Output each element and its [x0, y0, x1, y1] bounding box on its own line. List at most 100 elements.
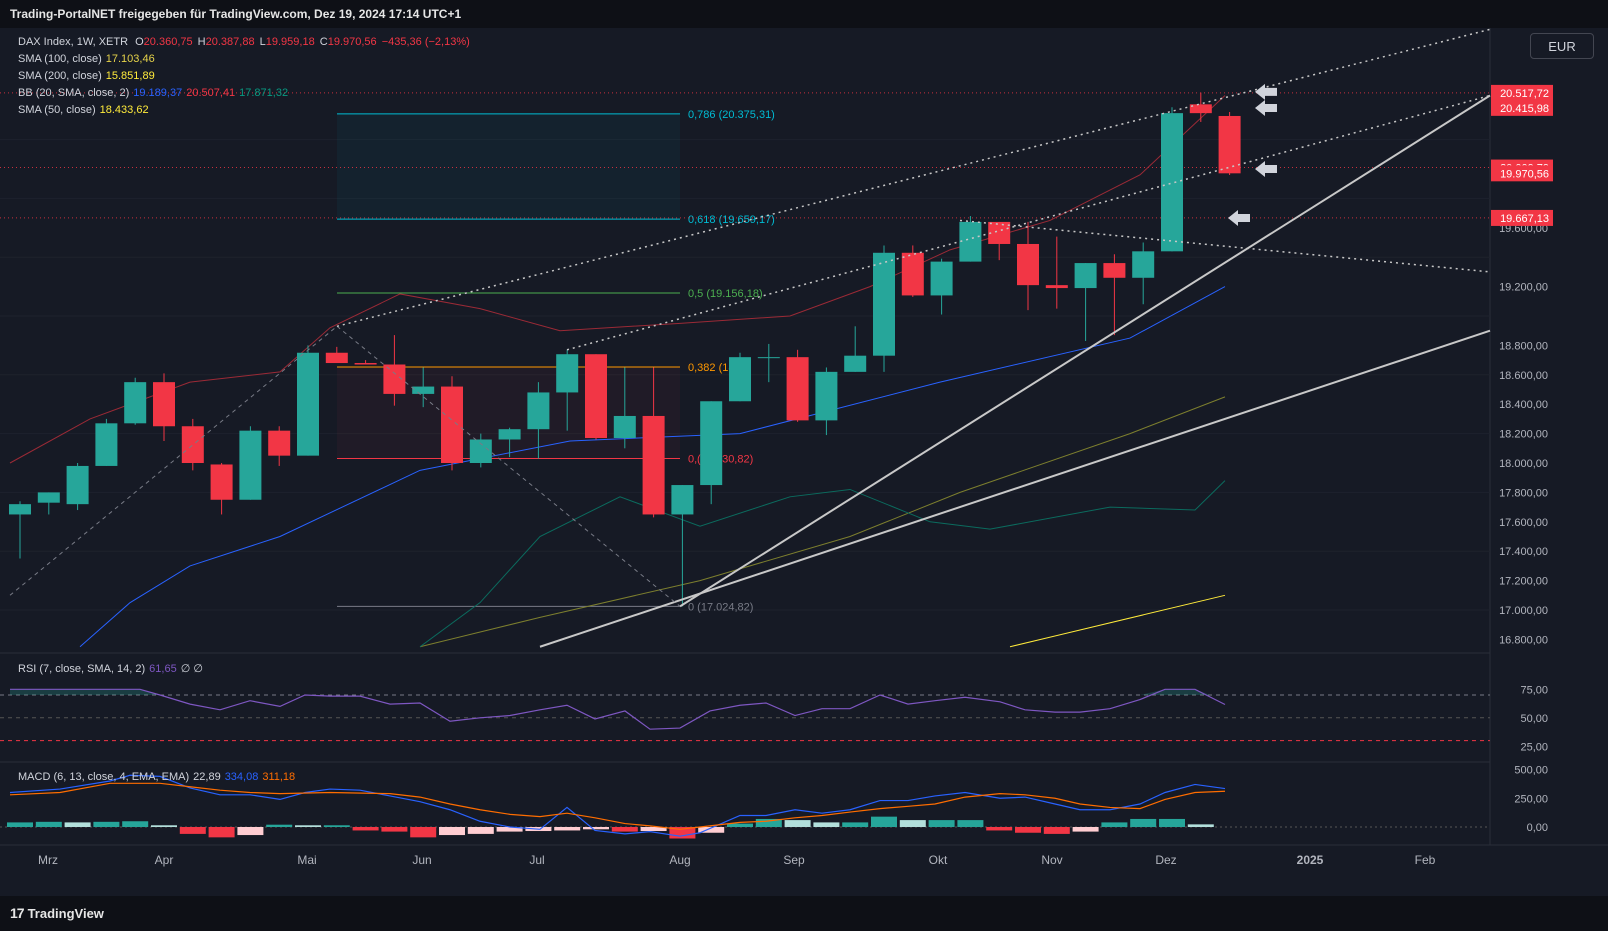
time-tick-label: Mrz [38, 853, 58, 867]
macd-histogram-bar [151, 825, 177, 827]
legend-change: −435,36 (−2,13%) [381, 36, 470, 48]
candle-body [297, 352, 319, 456]
macd-line [9, 774, 1226, 837]
macd-histogram-bar [381, 827, 408, 832]
price-tick-label: 17.800,00 [1499, 487, 1548, 499]
candle-body [959, 221, 982, 262]
macd-histogram-bar [295, 825, 321, 827]
macd-histogram-bar [640, 827, 667, 832]
macd-histogram-bar [1159, 818, 1185, 827]
macd-histogram-bar [1072, 827, 1099, 832]
macd-histogram-bar [957, 820, 984, 827]
candle-body [95, 423, 118, 466]
macd-histogram-bar [352, 827, 379, 831]
candle-body [556, 354, 579, 393]
macd-histogram-bar [755, 818, 782, 827]
candle-body [700, 401, 723, 486]
candle-body [239, 430, 262, 500]
candle-body [210, 464, 233, 500]
macd-histogram-bar [784, 820, 811, 827]
macd-histogram-bar [93, 821, 120, 827]
candle-body [1074, 263, 1097, 289]
footer-bar: 17 TradingView [0, 896, 1608, 931]
time-tick-label: Sep [783, 853, 805, 867]
macd-histogram-bar [467, 827, 494, 834]
candle-body [613, 415, 636, 439]
candle-body [1045, 285, 1068, 289]
rsi-overbought-fill [10, 689, 160, 695]
candle-body [729, 357, 751, 402]
macd-histogram-bar [7, 822, 33, 827]
macd-histogram-bar [899, 820, 926, 827]
macd-histogram-bar [842, 822, 869, 827]
trendline-steep [679, 94, 1491, 608]
macd-histogram-bar [410, 827, 437, 838]
tradingview-logo: 17 TradingView [10, 905, 104, 921]
price-tick-label: 18.800,00 [1499, 340, 1548, 352]
arrow-left-icon [1255, 83, 1277, 100]
macd-histogram-bar [554, 827, 581, 831]
legend-ohlc: DAX Index, 1W, XETR O20.360,75 H20.387,8… [18, 34, 474, 51]
candle-body [527, 392, 550, 430]
macd-histogram-bar [813, 822, 840, 827]
price-tick-label: 17.600,00 [1499, 517, 1548, 529]
bb-upper-line [9, 95, 1226, 464]
price-tick-label: 18.400,00 [1499, 399, 1548, 411]
candle-body [642, 415, 665, 515]
dotted-channel-upper [336, 28, 1491, 328]
fib-label: 0,786 (20.375,31) [688, 109, 775, 121]
macd-histogram-bar [583, 827, 609, 830]
arrow-left-icon [1255, 161, 1277, 177]
macd-histogram-bar [1187, 824, 1214, 827]
candle-body [37, 492, 60, 503]
candle-body [498, 429, 521, 440]
macd-histogram-bar [669, 827, 696, 839]
macd-histogram-bar [611, 827, 638, 832]
price-tag-label: 20.517,72 [1500, 88, 1549, 100]
time-tick-label: Dez [1155, 853, 1176, 867]
candle-body [757, 357, 780, 359]
sma100-line [419, 396, 1226, 648]
time-tick-label: 2025 [1297, 853, 1324, 867]
rsi-line [10, 688, 1226, 730]
candle-body [124, 382, 147, 424]
legend-sma100: SMA (100, close) 17.103,46 [18, 53, 155, 65]
macd-histogram-bar [237, 827, 264, 836]
sma50-line [79, 286, 1226, 648]
price-tag-label: 20.415,98 [1500, 103, 1549, 115]
macd-tick-label: 250,00 [1514, 793, 1548, 805]
macd-histogram-bar [35, 821, 62, 827]
tradingview-logo-icon: 17 [10, 905, 25, 921]
fib-diagonal [336, 325, 681, 607]
candle-body [441, 386, 463, 463]
signal-line [9, 782, 1226, 830]
rsi-tick-label: 25,00 [1520, 741, 1548, 753]
macd-histogram-bar [928, 820, 955, 827]
currency-button[interactable]: EUR [1530, 33, 1594, 59]
macd-histogram-bar [727, 823, 753, 827]
price-tag [1491, 165, 1553, 182]
candle-body [901, 252, 924, 296]
candle-body [325, 352, 348, 364]
legend-h: H20.387,88 [197, 36, 255, 48]
legend-macd: MACD (6, 13, close, 4, EMA, EMA) 22,89 334… [18, 771, 296, 783]
macd-histogram-bar [986, 827, 1013, 831]
legend-main: DAX Index, 1W, XETR O20.360,75 H20.387,8… [18, 34, 474, 119]
time-tick-label: Jul [529, 853, 544, 867]
time-tick-label: Jun [412, 853, 431, 867]
price-tick-label: 17.400,00 [1499, 546, 1548, 558]
price-tick-label: 17.200,00 [1499, 576, 1548, 588]
arrow-left-icon [1255, 99, 1277, 116]
candle-body [1161, 113, 1183, 252]
chart-header: Trading-PortalNET freigegeben für Tradin… [0, 0, 1608, 28]
macd-histogram-bar [1130, 818, 1157, 827]
rsi-overbought-fill [1140, 689, 1210, 695]
time-tick-label: Aug [669, 853, 690, 867]
time-tick-label: Feb [1415, 853, 1436, 867]
candle-body [1103, 263, 1126, 278]
macd-tick-label: 0,00 [1527, 822, 1548, 834]
macd-histogram-bar [1043, 827, 1070, 834]
macd-histogram-bar [1015, 827, 1041, 833]
candle-body [930, 261, 953, 296]
